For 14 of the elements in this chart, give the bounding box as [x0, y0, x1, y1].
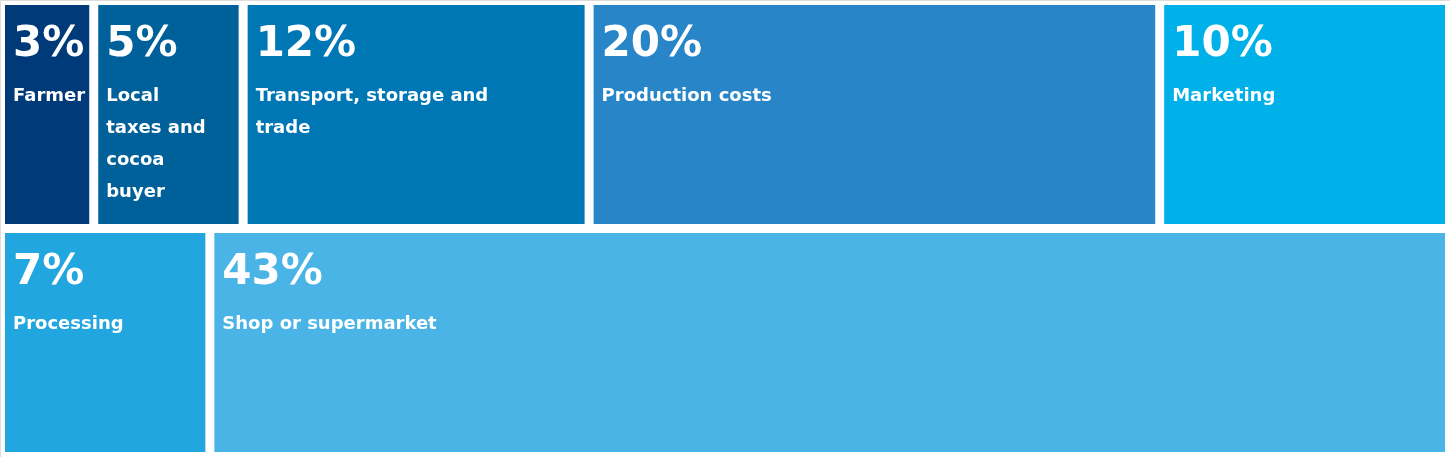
- category-label: Farmer: [13, 84, 86, 105]
- data-label: 3%: [13, 17, 85, 66]
- data-label: 12%: [255, 17, 357, 66]
- data-label: 20%: [601, 17, 703, 66]
- category-label: Local taxes and cocoa buyer: [106, 84, 206, 201]
- data-label: 43%: [222, 245, 323, 294]
- category-label: Transport, storage and trade: [255, 84, 489, 137]
- data-label: 7%: [13, 245, 85, 294]
- category-label: Marketing: [1172, 84, 1276, 105]
- data-label: 10%: [1172, 17, 1273, 66]
- data-label: 5%: [106, 17, 178, 66]
- category-label: Processing: [13, 312, 124, 333]
- category-label: Production costs: [601, 84, 772, 105]
- category-label: Shop or supermarket: [222, 312, 438, 333]
